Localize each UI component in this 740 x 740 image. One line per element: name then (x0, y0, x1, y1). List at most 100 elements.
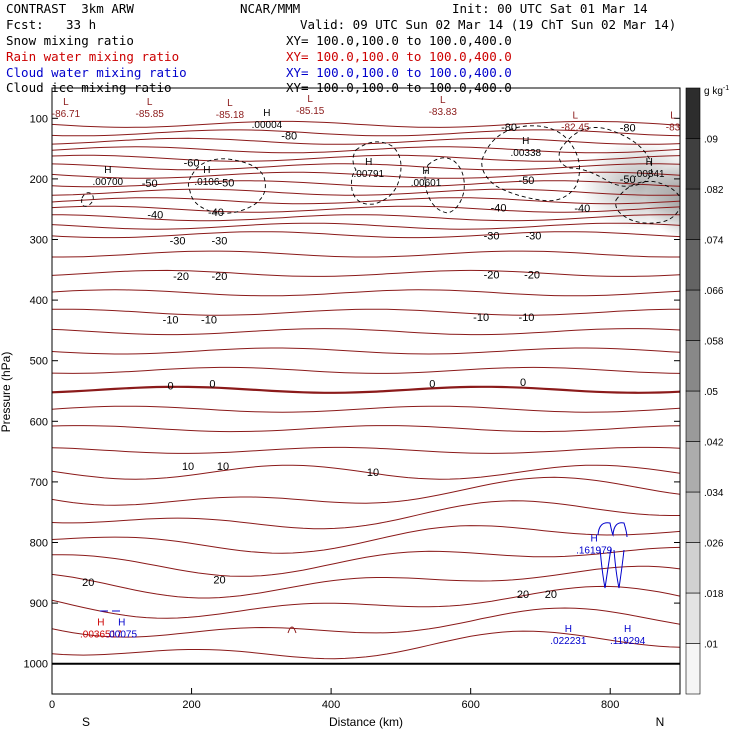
y-tick-label: 100 (30, 113, 48, 125)
isotherm-label: -80 (281, 130, 297, 142)
x-axis-title: Distance (km) (329, 715, 403, 729)
isotherm-label: 20 (545, 589, 557, 601)
isotherm-line (52, 250, 680, 258)
isotherm-label: -40 (147, 210, 163, 222)
isotherm-label: 10 (182, 461, 194, 473)
ice-cloud-shading (580, 140, 680, 240)
forecast-label: Fcst: (6, 17, 44, 32)
isotherm-line (52, 171, 680, 179)
extremum-marker: L (670, 110, 676, 121)
isotherm-line (52, 146, 680, 154)
cloud-ice-contours (81, 125, 680, 224)
plot-frame (51, 87, 681, 695)
field-xy-rain: XY= 100.0,100.0 to 100.0,400.0 (286, 49, 512, 64)
extremum-marker: H (422, 166, 429, 177)
colorbar-tick-label: .082 (704, 185, 724, 196)
isotherm-label: -10 (163, 314, 179, 326)
extremum-marker: H (591, 533, 598, 544)
isotherm-line (52, 366, 680, 374)
colorbar-tick-label: .066 (704, 286, 724, 297)
extremum-value: .022231 (550, 636, 587, 647)
colorbar-tick-label: .042 (704, 438, 724, 449)
extremum-marker: L (227, 98, 233, 109)
extremum-value: .00338 (510, 148, 541, 159)
isotherm-label: -40 (574, 203, 590, 215)
isotherm-label: -40 (208, 207, 224, 219)
extremum-value: .00004 (252, 120, 283, 131)
colorbar-tick-label: .05 (704, 387, 718, 398)
colorbar-tick-label: .018 (704, 589, 724, 600)
extremum-value: .0036517 (80, 630, 122, 641)
isotherm-line (52, 137, 680, 145)
colorbar-swatch (685, 239, 701, 291)
isotherm-label: -50 (142, 178, 158, 190)
extremum-marker: H (624, 624, 631, 635)
extremum-value: -83 (666, 122, 681, 133)
colorbar-swatch (685, 188, 701, 240)
forecast-hours: 33 h (66, 17, 97, 32)
field-name-rain: Rain water mixing ratio (6, 49, 180, 64)
isotherm-line (52, 308, 680, 316)
field-name-snow: Snow mixing ratio (6, 33, 134, 48)
extremum-value: .00700 (93, 177, 124, 188)
x-end-north: N (656, 715, 665, 729)
colorbar: .01 .018 .026 .034 .042 .05 .058 .066 .074 .082 .0… (685, 87, 724, 695)
isotherm-line (52, 154, 680, 162)
isotherm-line (52, 197, 680, 205)
extremum-value: -85.18 (216, 110, 245, 121)
isotherm-label: -30 (526, 230, 542, 242)
x-tick-label: 400 (322, 699, 340, 711)
colorbar-swatch (685, 592, 701, 644)
y-tick-label: 400 (30, 295, 48, 307)
isotherm-line (52, 585, 680, 619)
isotherm-line (52, 476, 680, 506)
y-tick-label: 800 (30, 538, 48, 550)
y-tick-label: 700 (30, 477, 48, 489)
colorbar-swatch (685, 390, 701, 442)
colorbar-tick-label: .09 (704, 135, 718, 146)
extremum-value: .0106 (194, 177, 219, 188)
isotherm-label: 10 (367, 467, 379, 479)
colorbar-swatch (685, 643, 701, 695)
isotherm-line (52, 405, 680, 413)
isotherm-label: 0 (209, 379, 215, 391)
isotherm-line (52, 446, 680, 454)
isotherm-label: -20 (173, 271, 189, 283)
extremum-value: -83.83 (429, 107, 458, 118)
isotherm-label: -50 (218, 178, 234, 190)
isotherm-line (52, 214, 680, 222)
isotherm-label: -30 (484, 230, 500, 242)
colorbar-swatch (685, 491, 701, 543)
x-tick-label: 0 (49, 699, 55, 711)
y-tick-label: 500 (30, 356, 48, 368)
isotherm-label: -60 (184, 158, 200, 170)
colorbar-swatch (685, 289, 701, 341)
colorbar-tick-label: .034 (704, 488, 724, 499)
isotherm-label: 0 (520, 377, 526, 389)
isotherm-label: -50 (620, 174, 636, 186)
extremum-marker: H (203, 165, 210, 176)
isotherm-line (52, 120, 680, 128)
isotherm-line (52, 630, 680, 660)
extremum-marker: H (522, 136, 529, 147)
isotherm-line (52, 205, 680, 213)
isotherm-label: -10 (519, 312, 535, 324)
extremum-value: .00791 (353, 169, 384, 180)
field-xy-cloud-water: XY= 100.0,100.0 to 100.0,400.0 (286, 65, 512, 80)
extremum-value: .00841 (634, 169, 665, 180)
extremum-marker: H (97, 618, 104, 629)
cloud-water-contours (100, 522, 628, 634)
extremum-value: -82.45 (561, 122, 590, 133)
colorbar-tick-label: .01 (704, 640, 718, 651)
isotherm-label: -30 (170, 236, 186, 248)
isotherm-label: -20 (212, 271, 228, 283)
colorbar-unit-exponent: -1 (723, 85, 729, 92)
isotherm-line (52, 180, 680, 188)
x-tick-label: 600 (461, 699, 479, 711)
isotherm-line (52, 464, 680, 480)
x-tick-label: 800 (601, 699, 619, 711)
field-xy-snow: XY= 100.0,100.0 to 100.0,400.0 (286, 33, 512, 48)
extremum-marker: L (573, 110, 579, 121)
